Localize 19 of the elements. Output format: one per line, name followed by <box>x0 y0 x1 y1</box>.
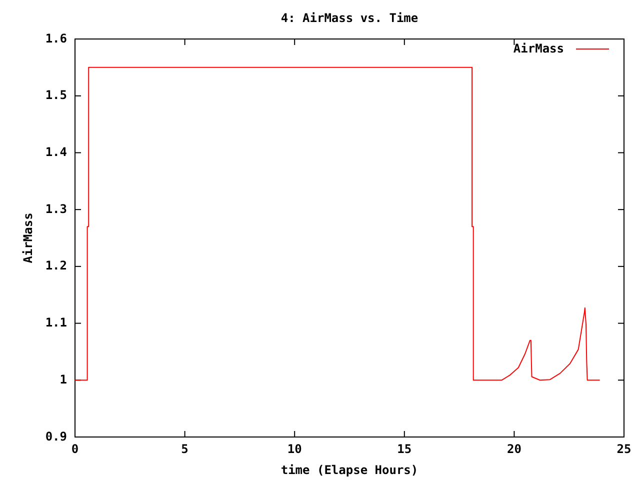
y-tick-label: 1.1 <box>45 316 67 330</box>
y-tick-label: 1.3 <box>45 202 67 216</box>
x-tick-label: 0 <box>71 442 79 456</box>
chart-title: 4: AirMass vs. Time <box>280 11 418 25</box>
line-series <box>74 66 600 381</box>
y-tick-label: 1 <box>60 372 67 386</box>
y-tick-label: 1.5 <box>45 88 67 102</box>
x-axis-title: time (Elapse Hours) <box>280 463 418 477</box>
y-tick-label: 1.2 <box>45 258 67 273</box>
y-tick-label: 0.9 <box>45 429 67 444</box>
x-tick-label: 20 <box>506 442 522 456</box>
x-tick-label: 15 <box>397 442 412 456</box>
y-axis-title: AirMass <box>21 212 35 264</box>
x-tick-label: 5 <box>181 442 188 456</box>
y-tick-label: 1.4 <box>45 144 67 159</box>
x-tick-label: 10 <box>287 442 302 456</box>
text: AirMass <box>513 41 564 56</box>
x-tick-label: 25 <box>616 442 632 456</box>
y-tick-label: 1.6 <box>45 31 67 46</box>
